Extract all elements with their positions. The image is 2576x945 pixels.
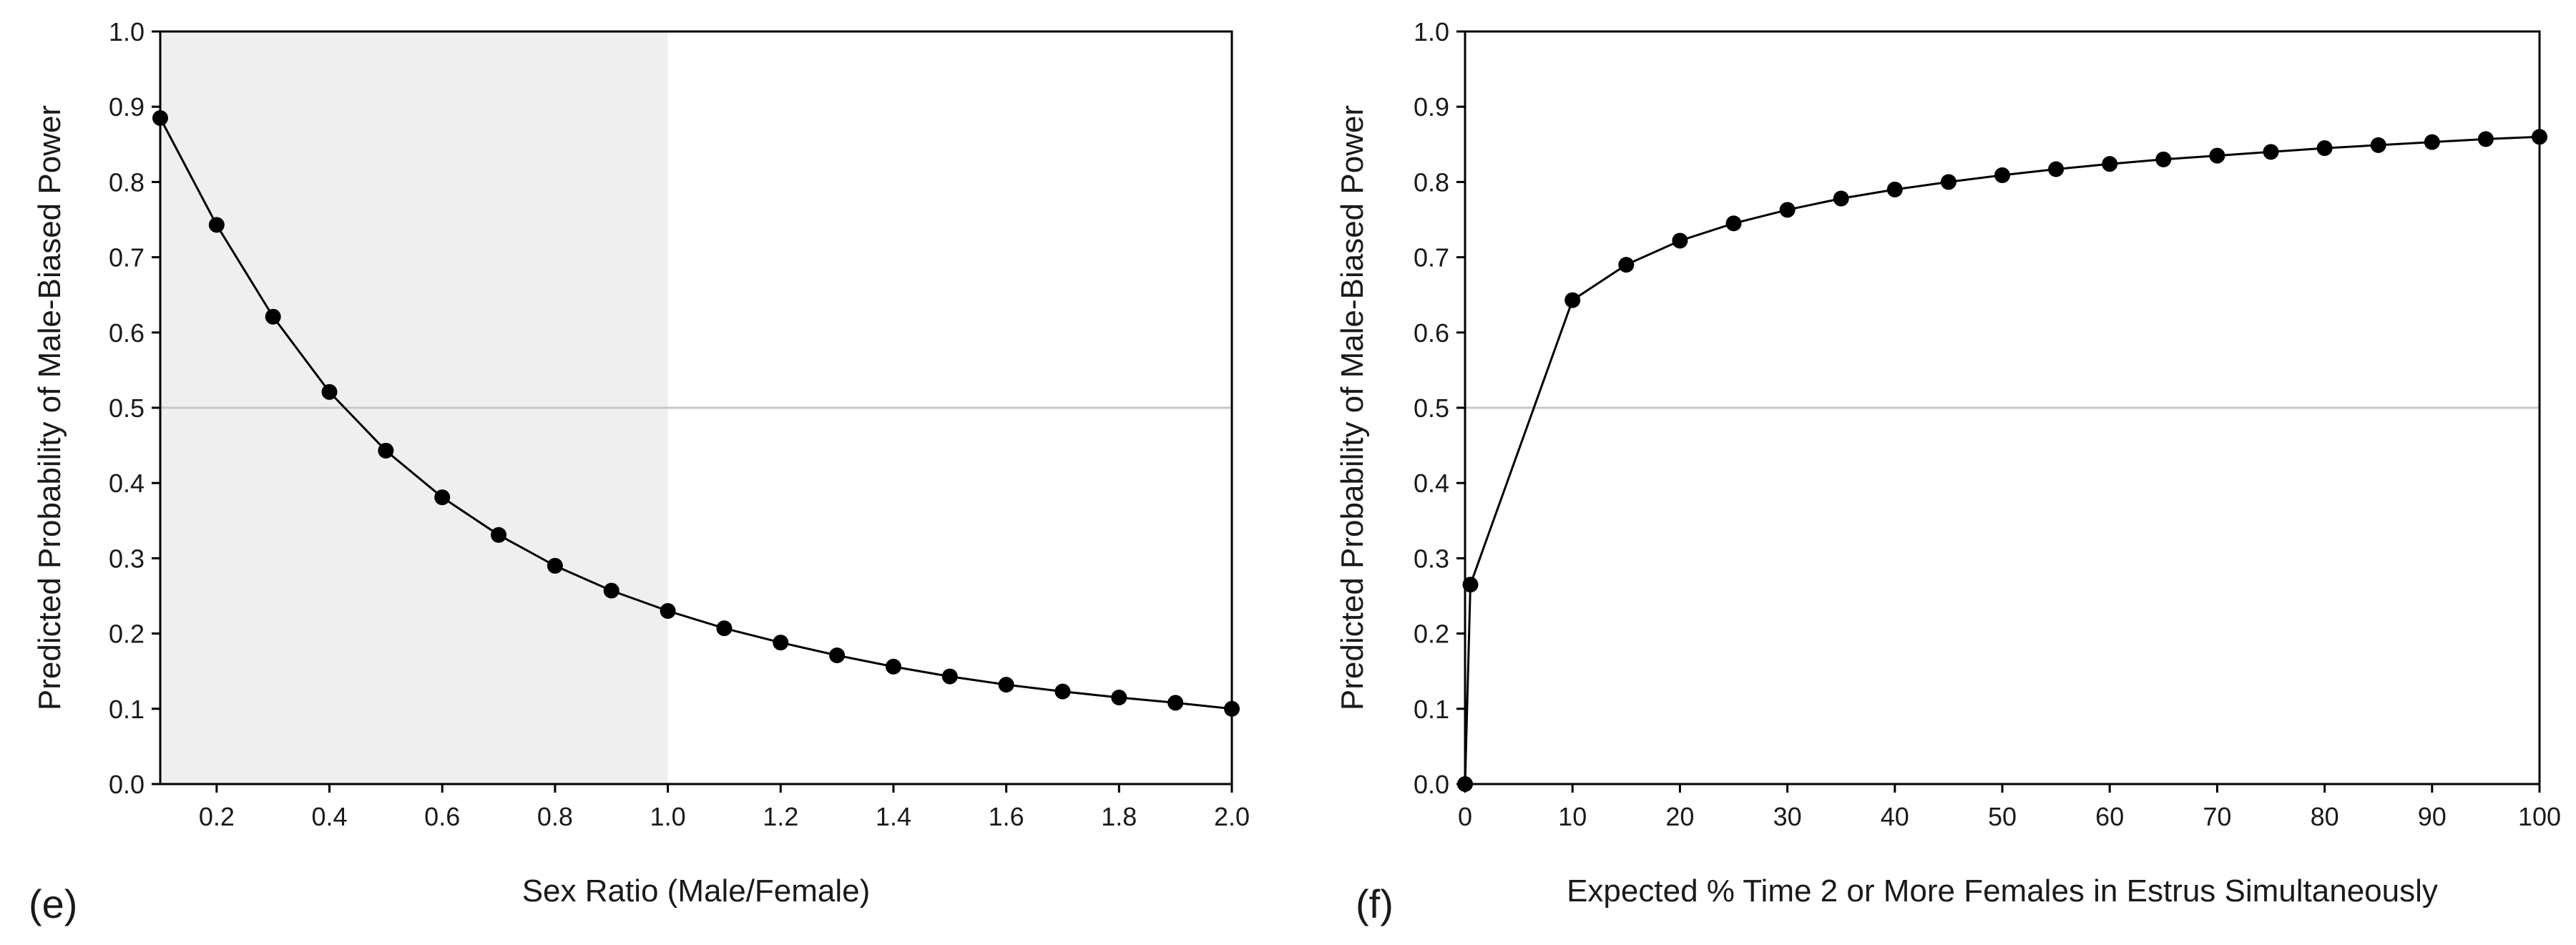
panel-f-y-tick-label: 0.3	[1414, 544, 1449, 573]
panel-e-x-tick-label: 2.0	[1214, 802, 1250, 831]
panel-f-data-point	[1672, 232, 1688, 249]
panel-f-data-point	[2263, 144, 2279, 160]
panel-e-y-axis-label: Predicted Probability of Male-Biased Pow…	[32, 105, 67, 710]
panel-e-x-tick-label: 1.0	[650, 802, 686, 831]
panel-e-data-point	[941, 668, 958, 685]
panel-e-data-point	[547, 557, 563, 574]
panel-e-data-point	[885, 658, 901, 675]
panel-f-data-point	[2370, 137, 2386, 153]
panel-f-data-point	[1618, 257, 1635, 273]
panel-f-y-tick-label: 0.2	[1414, 620, 1449, 649]
panel-f-y-tick-label: 0.9	[1414, 92, 1449, 122]
panel-e-y-tick-label: 0.8	[109, 167, 145, 197]
panel-f-data-point	[2477, 131, 2494, 147]
panel-e-data-point	[491, 527, 507, 543]
panel-e-data-point	[208, 217, 225, 233]
panel-f-x-axis-label: Expected % Time 2 or More Females in Est…	[1567, 873, 2438, 909]
panel-f-y-tick-label: 0.7	[1414, 243, 1449, 273]
panel-f-data-point	[1940, 174, 1957, 190]
panel-e-x-tick-label: 0.8	[537, 802, 573, 831]
panel-e-data-point	[603, 582, 619, 599]
panel-e-data-point	[829, 647, 846, 664]
panel-f-x-tick-label: 40	[1881, 802, 1909, 831]
panel-e-y-tick-label: 0.2	[109, 620, 145, 649]
panel-e-x-tick-label: 1.8	[1101, 802, 1137, 831]
panel-f-data-point	[1833, 190, 1849, 207]
panel-f-y-tick-label: 0.8	[1414, 167, 1449, 197]
panel-f-chart: 0.0 0.1 0.2 0.3 0.4 0.5 0.6 0.7 0.8 0.9 1.0 0 10 20 30…	[1335, 17, 2561, 926]
panel-f-data-point	[2316, 140, 2333, 157]
panel-f-x-tick-label: 10	[1558, 802, 1587, 831]
panel-e-x-tick-label: 0.2	[199, 802, 235, 831]
panel-e-y-tick-label: 0.1	[109, 695, 145, 724]
panel-e-data-point	[378, 442, 394, 459]
panel-e-data-point	[1167, 695, 1184, 711]
panel-e-chart: 0.0 0.1 0.2 0.3 0.4 0.5 0.6 0.7 0.8 0.9 1.0 0.2 0.4 0…	[29, 17, 1250, 926]
panel-f-data-point	[1994, 167, 2010, 183]
panel-e-data-point	[1111, 690, 1127, 706]
panel-e-y-tick-label: 0.7	[109, 243, 145, 273]
panel-f-x-tick-label: 60	[2095, 802, 2124, 831]
panel-e-data-point	[773, 635, 789, 651]
panel-e-x-tick-label: 1.6	[989, 802, 1024, 831]
panel-e-data-point	[434, 489, 451, 506]
panel-f-data-point	[2424, 134, 2440, 150]
panel-e-y-tick-label: 0.3	[109, 544, 145, 573]
panel-f-data-point	[1725, 215, 1742, 232]
panel-f-label: (f)	[1356, 881, 1394, 926]
panel-f-x-tick-label: 0	[1458, 802, 1472, 831]
panel-f-data-point	[2155, 151, 2172, 167]
panel-f-x-tick-label: 80	[2311, 802, 2339, 831]
panel-f-y-tick-label: 0.4	[1414, 469, 1449, 498]
panel-f-y-tick-label: 0.5	[1414, 393, 1449, 423]
panel-f-y-tick-label: 0.0	[1414, 770, 1449, 799]
panel-e-data-point	[265, 308, 281, 325]
panel-f-data-point	[1462, 577, 1479, 593]
panel-f-x-tick-label: 100	[2518, 802, 2561, 831]
panel-f-y-tick-label: 0.6	[1414, 318, 1449, 348]
panel-f-y-tick-label: 0.1	[1414, 695, 1449, 724]
panel-e-y-tick-label: 0.9	[109, 92, 145, 122]
panel-e-series-line	[159, 117, 1233, 710]
panel-e-y-tick-label: 0.0	[109, 770, 145, 799]
panel-e-data-point	[716, 620, 733, 637]
panel-e-x-tick-label: 0.6	[424, 802, 460, 831]
panel-f-y-tick-label: 1.0	[1414, 17, 1449, 46]
panel-e-y-tick-label: 0.4	[109, 469, 145, 498]
panel-f-x-tick-label: 50	[1988, 802, 2017, 831]
panel-f-y-axis-label: Predicted Probability of Male-Biased Pow…	[1335, 105, 1370, 710]
panel-f-x-tick-label: 30	[1773, 802, 1802, 831]
panel-f-data-point	[1886, 181, 1903, 197]
panel-e-x-tick-label: 1.4	[876, 802, 911, 831]
panel-e-label: (e)	[29, 881, 77, 926]
panel-f-data-point	[2048, 161, 2065, 177]
panel-e-y-tick-label: 0.5	[109, 393, 145, 423]
panel-e-x-tick-label: 1.2	[763, 802, 798, 831]
panel-f-x-tick-label: 70	[2203, 802, 2231, 831]
panel-f-data-point	[2102, 156, 2118, 172]
panel-e-data-point	[998, 677, 1014, 693]
panel-e-data-point	[660, 603, 676, 620]
panel-f-data-point	[1779, 202, 1796, 218]
panel-e-x-tick-label: 0.4	[312, 802, 348, 831]
panel-e-y-tick-label: 1.0	[109, 17, 145, 46]
panel-e-data-point	[321, 383, 338, 400]
panel-e-x-axis-label: Sex Ratio (Male/Female)	[522, 873, 871, 909]
panel-f-data-point	[2209, 147, 2225, 164]
panel-f-x-tick-label: 20	[1665, 802, 1694, 831]
panel-e-y-tick-label: 0.6	[109, 318, 145, 348]
panel-f-data-point	[1564, 292, 1581, 308]
panel-f-x-tick-label: 90	[2418, 802, 2447, 831]
panel-e-data-point	[1054, 683, 1071, 700]
